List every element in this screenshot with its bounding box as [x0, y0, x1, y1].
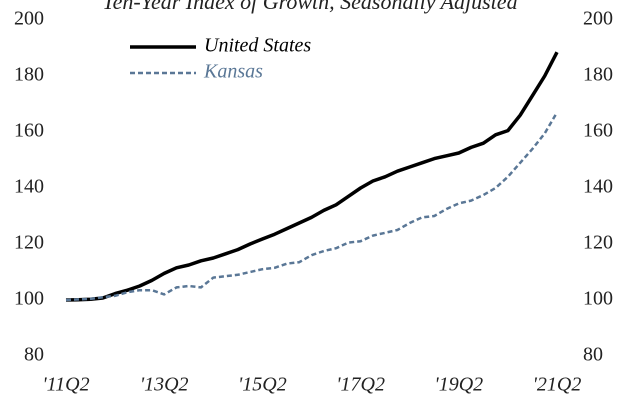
y-tick-label: 160	[14, 120, 44, 142]
y-tick-label: 120	[14, 232, 44, 254]
y2-tick-label: 100	[583, 288, 613, 310]
y2-tick-label: 120	[583, 232, 613, 254]
y-tick-label: 80	[24, 344, 44, 366]
x-tick-label: '21Q2	[533, 374, 582, 396]
y2-tick-label: 160	[583, 120, 613, 142]
x-tick-label: '13Q2	[140, 374, 189, 396]
series-line	[65, 111, 559, 302]
y-tick-label: 140	[14, 176, 44, 198]
series-line	[65, 51, 559, 302]
x-tick-label: '19Q2	[434, 374, 483, 396]
chart-title: Ten-Year Index of Growth, Seasonally Adj…	[102, 0, 518, 14]
y-tick-label: 100	[14, 288, 44, 310]
y-tick-label: 200	[14, 8, 44, 30]
legend-label: Kansas	[203, 61, 263, 83]
y2-tick-label: 80	[583, 344, 603, 366]
y-tick-label: 180	[14, 64, 44, 86]
legend-label: United States	[204, 35, 311, 57]
y2-tick-label: 200	[583, 8, 613, 30]
x-tick-label: '15Q2	[238, 374, 287, 396]
x-tick-label: '11Q2	[42, 374, 89, 396]
y2-tick-label: 140	[583, 176, 613, 198]
x-tick-label: '17Q2	[336, 374, 385, 396]
y2-tick-label: 180	[583, 64, 613, 86]
